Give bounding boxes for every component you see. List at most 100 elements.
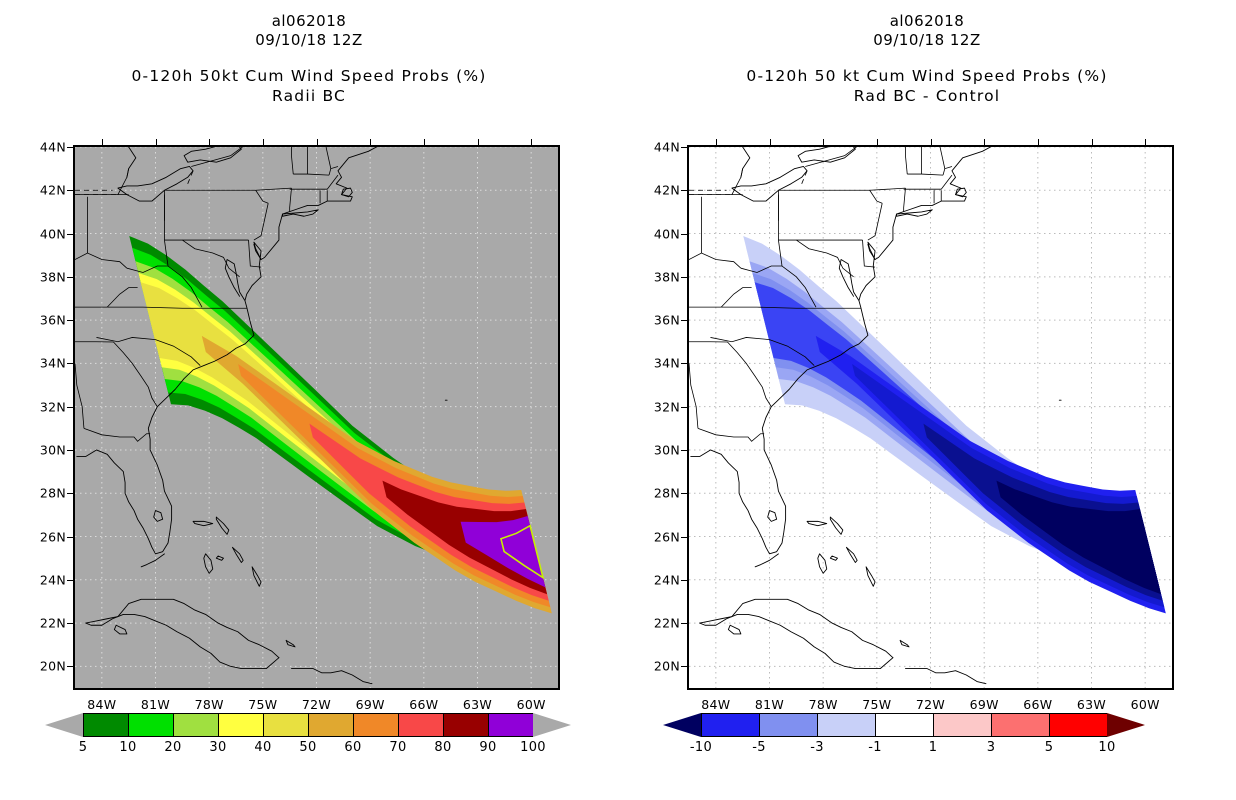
y-tick-mark bbox=[681, 320, 687, 322]
y-tick-mark bbox=[67, 579, 73, 581]
colorbar-band bbox=[308, 713, 353, 737]
probability-colorbar: 5 10 20 30 40 50 60 70 80 90 100 bbox=[45, 713, 575, 759]
y-tick-mark bbox=[67, 320, 73, 322]
y-tick-label: 20N bbox=[39, 658, 66, 674]
colorbar-tick-label: 90 bbox=[479, 740, 497, 755]
x-tick-mark bbox=[316, 139, 318, 145]
x-tick-mark bbox=[531, 139, 533, 145]
x-tick-label: 66W bbox=[409, 697, 439, 712]
y-tick-mark bbox=[681, 623, 687, 625]
colorbar-strip bbox=[663, 713, 1145, 737]
y-tick-mark bbox=[681, 363, 687, 365]
y-tick-mark bbox=[67, 449, 73, 451]
y-tick-mark bbox=[67, 147, 73, 148]
map-frame-left bbox=[73, 145, 560, 690]
x-tick-label: 72W bbox=[915, 697, 946, 712]
panel-right-titles: al062018 09/10/18 12Z 0-120h 50 kt Cum W… bbox=[618, 12, 1236, 105]
y-tick-mark bbox=[681, 449, 687, 451]
colorbar-tick-label: -5 bbox=[752, 740, 766, 755]
y-tick-label: 24N bbox=[653, 572, 680, 588]
y-tick-mark bbox=[681, 147, 687, 148]
y-tick-label: 40N bbox=[653, 226, 680, 242]
y-tick-label: 44N bbox=[653, 139, 680, 155]
y-tick-label: 38N bbox=[39, 269, 66, 285]
contour-band bbox=[132, 247, 539, 567]
contour-band bbox=[135, 261, 538, 563]
contour-band bbox=[752, 272, 1152, 560]
colorbar-band bbox=[488, 713, 533, 737]
colorbar-tick-label: -1 bbox=[868, 740, 882, 755]
y-tick-mark bbox=[681, 233, 687, 235]
map-frame-right bbox=[687, 145, 1174, 690]
y-tick-mark bbox=[67, 623, 73, 625]
colorbar-band bbox=[817, 713, 875, 737]
x-tick-mark bbox=[1091, 139, 1093, 145]
y-tick-mark bbox=[67, 493, 73, 495]
y-tick-mark bbox=[681, 536, 687, 538]
y-tick-mark bbox=[681, 579, 687, 581]
colorbar-band bbox=[1049, 713, 1107, 737]
x-tick-mark bbox=[823, 139, 825, 145]
x-tick-mark bbox=[984, 139, 986, 145]
y-tick-mark bbox=[681, 666, 687, 668]
colorbar-band bbox=[991, 713, 1049, 737]
y-tick-label: 32N bbox=[39, 399, 66, 415]
dashed-borders bbox=[75, 170, 194, 196]
x-tick-mark bbox=[715, 139, 717, 145]
y-tick-label: 34N bbox=[39, 355, 66, 371]
difference-colorbar: -10 -5 -3 -1 1 3 5 10 bbox=[663, 713, 1193, 759]
y-tick-label: 42N bbox=[653, 182, 680, 198]
y-tick-mark bbox=[67, 190, 73, 192]
colorbar-strip bbox=[45, 713, 571, 737]
x-tick-label: 69W bbox=[355, 697, 385, 712]
x-tick-mark bbox=[876, 139, 878, 145]
y-tick-mark bbox=[681, 493, 687, 495]
colorbar-tick-label: 10 bbox=[119, 740, 137, 755]
colorbar-tick-label: 1 bbox=[928, 740, 938, 755]
x-tick-mark bbox=[209, 139, 211, 145]
colorbar-band bbox=[875, 713, 933, 737]
x-tick-mark bbox=[769, 139, 771, 145]
colorbar-tick-label: 5 bbox=[1044, 740, 1054, 755]
colorbar-tick-label: 50 bbox=[299, 740, 317, 755]
map-canvas-left bbox=[75, 147, 558, 688]
y-tick-mark bbox=[67, 536, 73, 538]
y-tick-label: 34N bbox=[653, 355, 680, 371]
map-plot-right: 44N 42N 40N 38N 36N 34N 32N 30N 28N 26N 24N 22N 20N 8… bbox=[654, 139, 1174, 712]
x-tick-label: 60W bbox=[516, 697, 546, 712]
x-tick-label: 81W bbox=[140, 697, 171, 712]
y-tick-label: 20N bbox=[653, 658, 680, 674]
y-tick-label: 22N bbox=[653, 615, 680, 631]
y-tick-label: 40N bbox=[39, 226, 66, 242]
panel-subtitle: Radii BC bbox=[271, 87, 347, 105]
y-tick-mark bbox=[67, 406, 73, 408]
x-tick-mark bbox=[262, 139, 264, 145]
x-tick-mark bbox=[1037, 139, 1039, 145]
contour-band bbox=[1114, 525, 1157, 578]
panel-difference: al062018 09/10/18 12Z 0-120h 50 kt Cum W… bbox=[618, 0, 1236, 800]
contour-band bbox=[749, 261, 1152, 563]
y-tick-label: 36N bbox=[653, 312, 680, 328]
colorbar-band bbox=[701, 713, 759, 737]
y-tick-mark bbox=[681, 406, 687, 408]
storm-id-label: al062018 bbox=[271, 12, 347, 30]
panel-title: 0-120h 50 kt Cum Wind Speed Probs (%) bbox=[746, 67, 1108, 85]
map-canvas-right bbox=[689, 147, 1172, 688]
y-tick-mark bbox=[67, 276, 73, 278]
colorbar-tick-label: 30 bbox=[209, 740, 227, 755]
colorbar-tick-label: 100 bbox=[520, 740, 546, 755]
x-tick-label: 78W bbox=[808, 697, 838, 712]
x-tick-mark bbox=[1145, 139, 1147, 145]
colorbar-tick-label: 70 bbox=[389, 740, 407, 755]
panel-subtitle: Rad BC - Control bbox=[853, 87, 1001, 105]
colorbar-high-arrow bbox=[1107, 713, 1145, 737]
colorbar-band bbox=[353, 713, 398, 737]
x-tick-mark bbox=[477, 139, 479, 145]
y-tick-label: 26N bbox=[39, 529, 66, 545]
x-tick-label: 72W bbox=[301, 697, 332, 712]
y-tick-label: 42N bbox=[39, 182, 66, 198]
colorbar-low-arrow bbox=[663, 713, 701, 737]
map-plot-left: 44N 42N 40N 38N 36N 34N 32N 30N 28N 26N 24N 22N 20N 8… bbox=[40, 139, 560, 712]
x-tick-label: 60W bbox=[1130, 697, 1160, 712]
